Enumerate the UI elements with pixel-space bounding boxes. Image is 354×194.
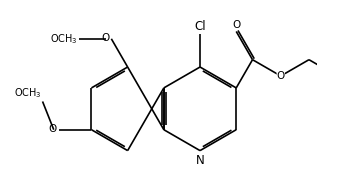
Text: N: N	[196, 153, 204, 166]
Text: OCH$_3$: OCH$_3$	[50, 32, 78, 46]
Text: OCH$_3$: OCH$_3$	[14, 86, 42, 100]
Text: Cl: Cl	[194, 20, 206, 33]
Text: O: O	[48, 124, 57, 134]
Text: O: O	[101, 33, 109, 43]
Text: O: O	[233, 20, 241, 30]
Text: O: O	[276, 71, 285, 81]
